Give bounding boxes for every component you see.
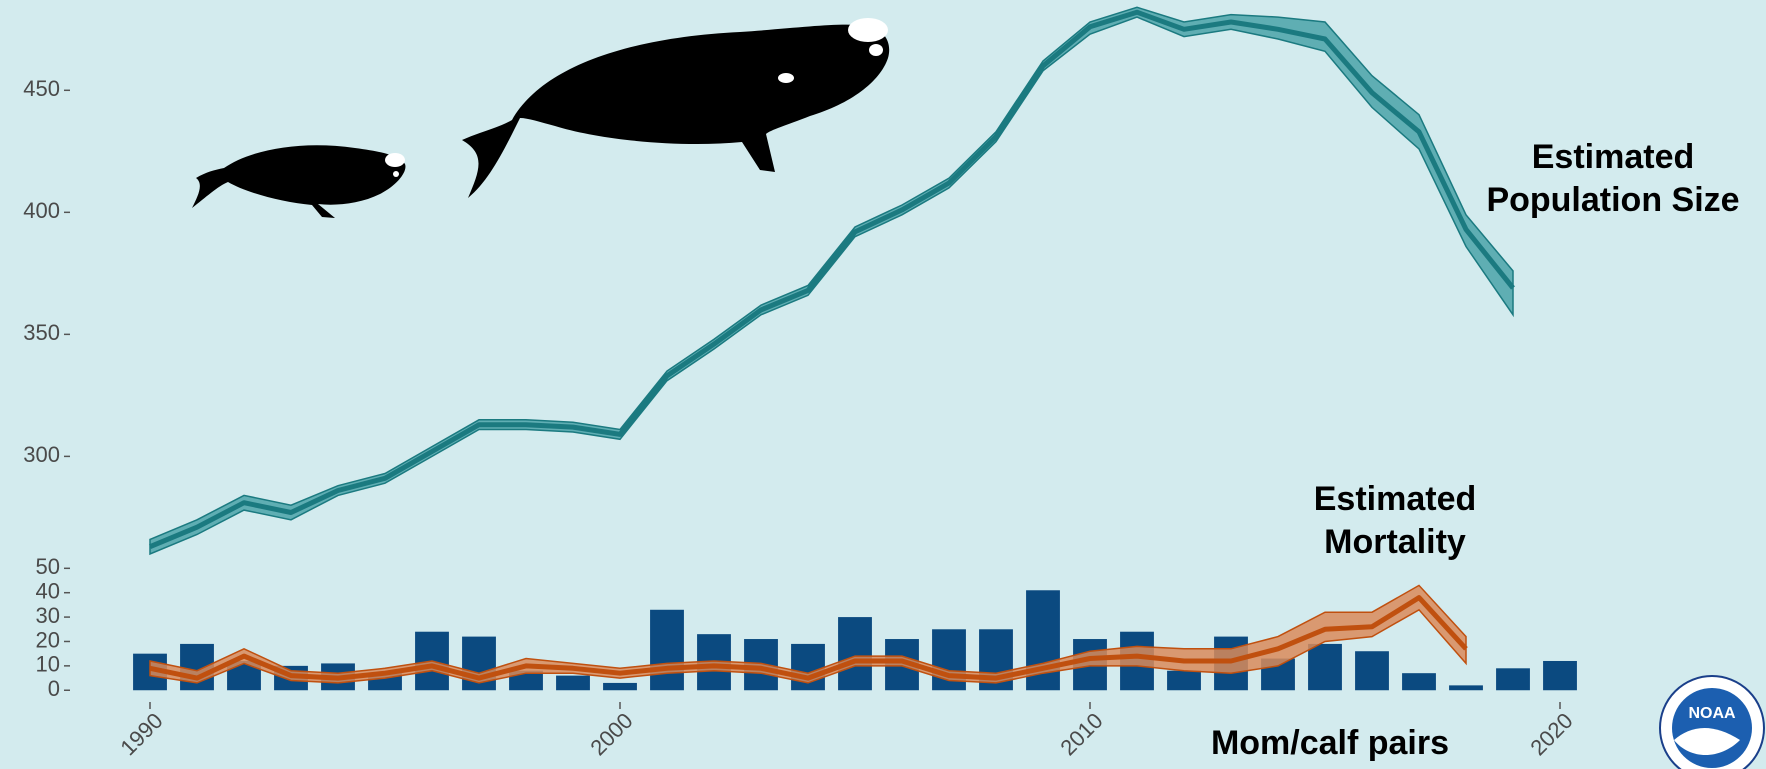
bar [1167,670,1201,691]
whale-small [192,145,406,218]
x-tick-label: 2010 [1055,708,1107,760]
bar [1402,673,1436,691]
bar [556,675,590,691]
y-tick-label: 20 [36,627,60,652]
bar [650,609,684,691]
bar [1449,685,1483,691]
y-tick-label: 350 [23,320,60,345]
bar [1496,668,1530,691]
x-tick-label: 2000 [585,708,637,760]
noaa-logo: NOAA [1659,675,1765,769]
y-tick-label: 40 [36,579,60,604]
bar [1543,660,1577,691]
mortality-label: Estimated Mortality [1313,480,1477,561]
y-tick-label: 0 [48,676,60,701]
line [149,9,1515,550]
population-label: Estimated Population Size [1486,138,1740,219]
calf-label: Mom/calf pairs [1210,724,1450,762]
confidence-band [149,6,1514,556]
y-tick-label: 10 [36,652,60,677]
bar [603,682,637,691]
bar [1308,643,1342,691]
x-tick-label: 2020 [1525,708,1577,760]
logo-text: NOAA [1688,705,1736,722]
y-tick-label: 50 [36,554,60,579]
line [149,595,1468,681]
bar [1355,651,1389,691]
y-tick-label: 30 [36,603,60,628]
x-tick-label: 1990 [115,708,167,760]
bar [838,617,872,691]
y-tick-label: 450 [23,76,60,101]
y-tick-label: 300 [23,442,60,467]
whale-large [462,18,890,198]
y-tick-label: 400 [23,198,60,223]
